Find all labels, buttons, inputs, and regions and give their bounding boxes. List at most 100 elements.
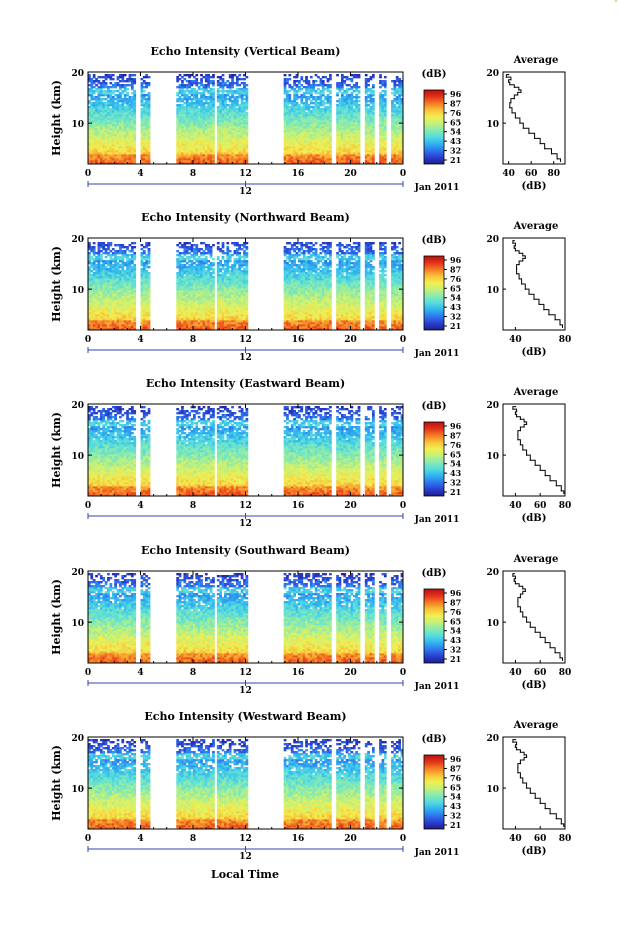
heatmap-cell [307, 134, 311, 137]
heatmap-cell [181, 296, 184, 299]
heatmap-cell [224, 162, 227, 165]
heatmap-cell [104, 120, 108, 123]
heatmap-cell [293, 122, 296, 125]
heatmap-cell [114, 306, 117, 309]
heatmap-cell [314, 100, 318, 103]
heatmap-cell [111, 320, 115, 323]
heatmap-cell [181, 270, 184, 273]
heatmap-cell [298, 126, 301, 129]
heatmap-cell [233, 150, 237, 153]
heatmap-cell [290, 104, 294, 107]
heatmap-cell [90, 320, 94, 323]
heatmap-cell [130, 104, 134, 107]
heatmap-cell [243, 104, 246, 107]
heatmap-cell [121, 258, 125, 261]
heatmap-cell [338, 144, 342, 147]
heatmap-cell [219, 140, 222, 143]
heatmap-cell [305, 100, 308, 103]
heatmap-cell [245, 134, 249, 137]
heatmap-cell [123, 112, 127, 115]
heatmap-cell [393, 144, 397, 147]
heatmap-cell [140, 96, 144, 99]
heatmap-cell [343, 92, 347, 95]
heatmap-cell [307, 162, 311, 165]
heatmap-cell [107, 132, 110, 135]
heatmap-cell [231, 126, 234, 129]
heatmap-cell [383, 140, 387, 143]
heatmap-cell [245, 150, 249, 153]
heatmap-cell [290, 150, 294, 153]
heatmap-cell [145, 266, 149, 269]
heatmap-cell [190, 146, 194, 149]
heatmap-cell [145, 136, 149, 139]
heatmap-cell [188, 128, 191, 131]
heatmap-cell [226, 98, 230, 101]
heatmap-cell [321, 92, 325, 95]
heatmap-cell [99, 310, 103, 313]
heatmap-cell [226, 128, 230, 131]
heatmap-cell [298, 148, 301, 151]
heatmap-cell [92, 96, 96, 99]
heatmap-cell [212, 126, 215, 129]
heatmap-cell [319, 82, 323, 85]
heatmap-cell [97, 266, 101, 269]
heatmap-cell [395, 84, 399, 87]
heatmap-cell [126, 262, 129, 265]
heatmap-cell [400, 120, 404, 123]
heatmap-cell [121, 128, 125, 131]
heatmap-cell [381, 90, 385, 93]
heatmap-cell [92, 86, 96, 89]
heatmap-cell [121, 106, 125, 109]
heatmap-cell [188, 130, 191, 133]
heatmap-cell [195, 120, 199, 123]
heatmap-cell [224, 82, 227, 85]
heatmap-cell [128, 124, 132, 127]
heatmap-cell [329, 132, 332, 135]
heatmap-cell [121, 266, 125, 269]
heatmap-cell [188, 120, 191, 123]
heatmap-cell [104, 266, 108, 269]
heatmap-cell [188, 108, 191, 111]
heatmap-cell [130, 324, 134, 327]
heatmap-cell [295, 146, 299, 149]
heatmap-cell [178, 246, 182, 249]
heatmap-cell [88, 118, 91, 121]
heatmap-cell [123, 162, 127, 165]
heatmap-cell [102, 126, 106, 129]
heatmap-cell [348, 158, 351, 161]
heatmap-cell [128, 140, 132, 143]
heatmap-cell [309, 158, 313, 161]
heatmap-cell [400, 98, 404, 101]
heatmap-cell [395, 98, 399, 101]
heatmap-cell [111, 108, 115, 111]
heatmap-cell [140, 90, 144, 93]
heatmap-cell [140, 310, 144, 313]
heatmap-cell [286, 138, 289, 141]
heatmap-cell [398, 126, 401, 129]
heatmap-cell [176, 110, 180, 113]
heatmap-cell [245, 122, 249, 125]
heatmap-cell [283, 92, 287, 95]
heatmap-cell [102, 136, 106, 139]
heatmap-cell [104, 324, 108, 327]
heatmap-cell [133, 328, 137, 331]
heatmap-cell [219, 108, 222, 111]
heatmap-cell [123, 146, 127, 149]
heatmap-cell [398, 158, 401, 161]
heatmap-cell [221, 104, 225, 107]
heatmap-cell [298, 144, 301, 147]
heatmap-cell [228, 84, 232, 87]
heatmap-cell [121, 282, 125, 285]
heatmap-cell [224, 146, 227, 149]
heatmap-cell [293, 110, 296, 113]
heatmap-cell [245, 130, 249, 133]
heatmap-cell [329, 116, 332, 119]
heatmap-cell [343, 112, 347, 115]
heatmap-cell [109, 270, 113, 273]
heatmap-cell [371, 124, 375, 127]
heatmap-cell [336, 150, 339, 153]
heatmap-cell [145, 118, 149, 121]
heatmap-cell [140, 108, 144, 111]
heatmap-cell [240, 132, 244, 135]
heatmap-cell [209, 162, 213, 165]
